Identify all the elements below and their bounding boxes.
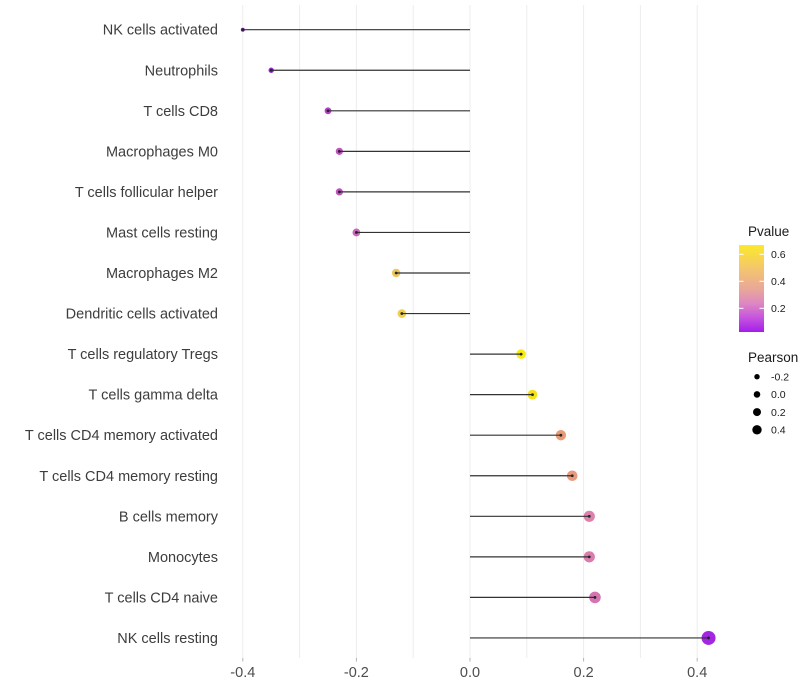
pvalue-legend-title: Pvalue — [748, 224, 789, 239]
stem-tip — [587, 555, 591, 559]
pvalue-colorbar — [739, 245, 764, 332]
y-axis-label: B cells memory — [119, 509, 219, 525]
x-tick-label: 0.2 — [574, 665, 594, 681]
stem-tip — [587, 514, 591, 518]
pearson-legend-label: 0.4 — [771, 425, 786, 437]
pearson-legend-dot — [752, 425, 762, 435]
y-axis-label: Monocytes — [148, 550, 218, 566]
stem-tip — [337, 190, 341, 194]
y-axis-label: NK cells activated — [103, 23, 218, 39]
y-axis-label: Macrophages M2 — [106, 266, 218, 282]
stem-tip — [593, 596, 597, 599]
y-axis-label: Macrophages M0 — [106, 144, 218, 160]
y-axis-label: T cells gamma delta — [89, 388, 219, 404]
y-axis-label: Mast cells resting — [106, 225, 218, 241]
y-axis-label: NK cells resting — [117, 631, 218, 647]
pvalue-tick-label: 0.2 — [771, 303, 786, 315]
stem-tip — [394, 271, 398, 275]
pvalue-tick-label: 0.4 — [771, 276, 786, 288]
y-axis-label: T cells CD4 memory activated — [25, 428, 218, 444]
stem-tip — [337, 149, 341, 153]
pearson-legend-label: -0.2 — [771, 372, 789, 384]
pearson-legend-dot — [753, 391, 761, 398]
x-tick-label: 0.0 — [460, 665, 480, 681]
pearson-legend-label: 0.0 — [771, 389, 786, 401]
stem-tip — [241, 28, 245, 32]
y-axis-label: T cells regulatory Tregs — [68, 347, 218, 363]
y-axis-label: T cells CD4 naive — [105, 590, 218, 606]
x-tick-label: -0.4 — [230, 665, 255, 681]
x-tick-label: -0.2 — [344, 665, 369, 681]
stem-tip — [570, 474, 574, 478]
pearson-legend-label: 0.2 — [771, 407, 786, 419]
y-axis-label: T cells follicular helper — [75, 185, 218, 201]
pearson-legend-dot — [754, 374, 760, 380]
stem-tip — [707, 636, 710, 640]
pearson-legend-dot — [753, 408, 761, 417]
stem-tip — [326, 109, 330, 113]
stem-tip — [355, 231, 358, 234]
y-axis-label: Dendritic cells activated — [66, 307, 218, 323]
stem-tip — [519, 352, 523, 356]
y-axis-label: T cells CD8 — [143, 104, 218, 120]
stem-tip — [400, 312, 404, 315]
pearson-legend-title: Pearson — [748, 350, 798, 365]
y-axis-label: T cells CD4 memory resting — [39, 469, 218, 485]
x-tick-label: 0.4 — [687, 665, 707, 681]
pvalue-tick-label: 0.6 — [771, 249, 786, 261]
stem-tip — [559, 433, 563, 437]
stem-tip — [531, 393, 534, 397]
y-axis-label: Neutrophils — [145, 63, 218, 79]
stem-tip — [269, 68, 273, 72]
